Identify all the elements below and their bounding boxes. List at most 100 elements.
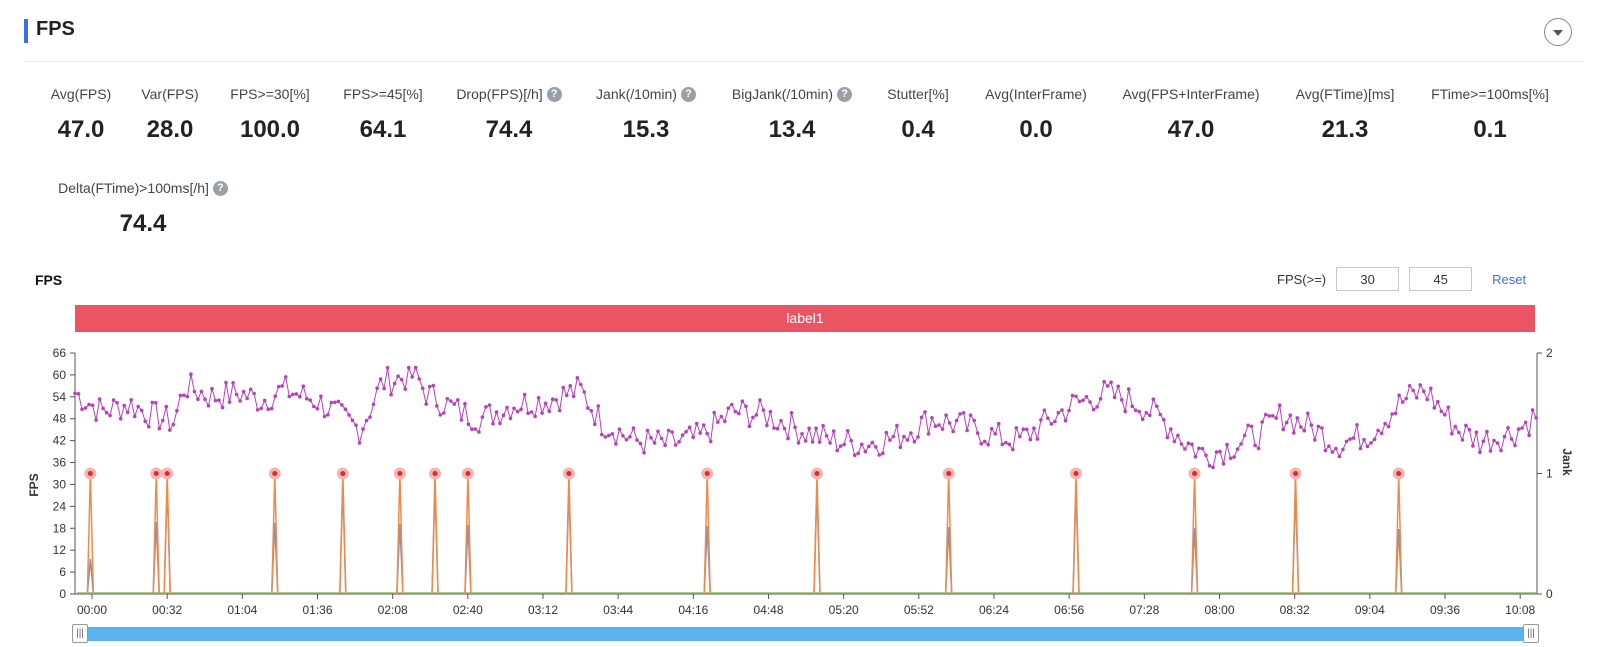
fps-point	[501, 413, 506, 418]
jank-spike	[86, 473, 95, 595]
fps-point	[463, 401, 467, 406]
fps-point	[828, 441, 832, 445]
fps-point	[1355, 423, 1359, 427]
fps-point	[213, 398, 218, 403]
fps-point	[614, 442, 618, 446]
fps-point	[382, 386, 386, 391]
fps-point	[403, 387, 408, 391]
fps-point	[1144, 411, 1149, 415]
metric-value: 47.0	[57, 116, 105, 143]
y-tick-label: 54	[53, 390, 67, 404]
fps-point	[705, 431, 709, 436]
fps-point	[94, 418, 98, 422]
fps-point	[298, 394, 302, 399]
fps-point	[926, 432, 931, 436]
fps-point	[610, 432, 615, 436]
fps-point	[723, 419, 727, 424]
x-tick-label: 08:00	[1204, 603, 1234, 617]
fps-point	[477, 430, 481, 434]
fps-point	[1453, 424, 1458, 429]
fps-point	[150, 400, 155, 405]
x-tick-label: 05:20	[829, 603, 859, 617]
metric-label-text: Drop(FPS)[/h]	[456, 86, 543, 102]
metric-value: 13.4	[768, 116, 816, 143]
jank-spike	[813, 473, 821, 595]
fps-point	[1098, 397, 1103, 401]
fps-point	[161, 418, 165, 423]
fps-point	[505, 405, 509, 410]
fps-point	[1288, 413, 1293, 418]
metric-label: Avg(FTime)[ms]	[1296, 86, 1395, 102]
fps-point	[564, 393, 569, 398]
slider-left-handle[interactable]: |||	[72, 624, 88, 643]
fps-point	[867, 444, 871, 449]
x-tick-label: 04:16	[678, 603, 708, 617]
fps-point	[1386, 424, 1391, 429]
fps-low-input[interactable]	[1336, 267, 1400, 291]
fps-point	[1035, 437, 1040, 441]
time-range-slider[interactable]: ||| |||	[72, 624, 1539, 643]
fps-point	[877, 453, 882, 457]
y2-axis-title: Jank	[1560, 448, 1574, 476]
jank-marker	[164, 471, 170, 476]
fps-point	[1488, 449, 1493, 453]
metric-value: 0.1	[1473, 116, 1507, 143]
fps-point	[550, 397, 555, 402]
fps-point	[508, 416, 513, 421]
help-icon[interactable]: ?	[680, 86, 696, 102]
fps-point	[276, 384, 281, 389]
fps-high-input[interactable]	[1409, 267, 1473, 291]
fps-point	[663, 443, 667, 448]
fps-point	[884, 430, 889, 435]
fps-point	[1119, 398, 1124, 402]
fps-point	[1316, 424, 1321, 429]
fps-point	[1306, 411, 1310, 416]
fps-point	[1270, 414, 1275, 418]
fps-point	[701, 423, 706, 427]
fps-point	[810, 440, 815, 444]
fps-point	[758, 398, 762, 402]
fps-point	[1025, 427, 1029, 432]
help-icon[interactable]: ?	[546, 86, 562, 102]
fps-point	[744, 404, 748, 409]
fps-point	[1481, 439, 1486, 444]
fps-point	[1183, 447, 1187, 451]
fps-point	[1225, 442, 1229, 447]
fps-point	[716, 420, 720, 424]
collapse-chevron-icon[interactable]	[1544, 18, 1572, 46]
fps-point	[1032, 426, 1036, 431]
metric-label-text: Var(FPS)	[141, 86, 199, 102]
slider-right-handle[interactable]: |||	[1523, 624, 1539, 643]
fps-point	[1235, 447, 1240, 451]
fps-point	[308, 398, 313, 403]
metric-card: Avg(FPS+InterFrame) 47.0	[1101, 86, 1281, 144]
help-icon[interactable]: ?	[837, 86, 853, 102]
fps-point	[1179, 442, 1184, 446]
metric-card: Avg(FPS) 47.0	[0, 86, 171, 144]
fps-point	[937, 423, 941, 427]
metric-card: Jank(/10min)? 15.3	[556, 86, 736, 144]
fps-point	[73, 391, 77, 396]
fps-point	[1284, 420, 1289, 425]
metric-label-text: Jank(/10min)	[596, 86, 677, 102]
metric-card: Var(FPS) 28.0	[80, 86, 260, 144]
fps-point	[1509, 437, 1514, 441]
fps-point	[1390, 412, 1394, 416]
help-icon[interactable]: ?	[212, 180, 228, 196]
x-tick-label: 06:56	[1054, 603, 1084, 617]
x-tick-label: 01:04	[227, 603, 257, 617]
metric-label: Drop(FPS)[/h]?	[456, 86, 562, 102]
fps-point	[1292, 431, 1296, 435]
fps-point	[1358, 446, 1363, 451]
jank-spike	[565, 473, 573, 595]
label-band[interactable]: label1	[75, 305, 1535, 332]
x-tick-label: 08:32	[1280, 603, 1310, 617]
reset-link[interactable]: Reset	[1492, 271, 1527, 287]
metric-label: BigJank(/10min)?	[732, 86, 853, 102]
fps-point	[821, 423, 825, 428]
fps-point	[730, 402, 734, 407]
fps-point	[1295, 416, 1300, 420]
fps-point	[772, 426, 776, 430]
fps-point	[838, 444, 843, 448]
fps-point	[1467, 427, 1472, 432]
